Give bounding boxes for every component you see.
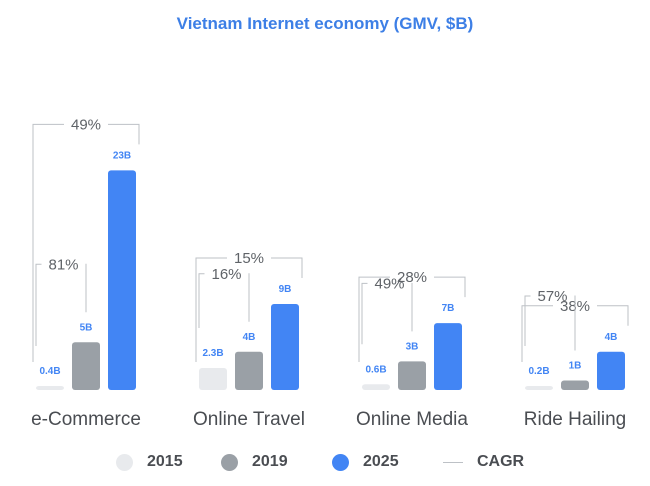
legend-label: 2015 — [147, 453, 183, 470]
bar-2019-1 — [235, 351, 263, 390]
cagr-bracket-inner — [248, 273, 250, 322]
bar-2015-1 — [199, 368, 227, 390]
cagr-bracket-outer — [358, 276, 390, 362]
value-label: 2.3B — [202, 348, 223, 359]
bar-2015-0 — [36, 386, 64, 390]
legend-label: 2019 — [252, 453, 288, 470]
cagr-bracket-outer — [434, 276, 466, 298]
value-label: 4B — [605, 332, 618, 343]
value-label: 0.6B — [365, 364, 386, 375]
cagr-bracket-outer — [521, 305, 553, 362]
value-label: 3B — [406, 341, 419, 352]
bar-2015-2 — [362, 384, 390, 390]
value-label: 5B — [80, 322, 93, 333]
value-label: 1B — [569, 360, 582, 371]
value-label: 7B — [442, 303, 455, 314]
cagr-label-2015-2019: 49% — [374, 275, 404, 292]
category-label: e-Commerce — [31, 409, 141, 430]
bar-2025-1 — [271, 304, 299, 390]
category-label: Ride Hailing — [524, 409, 626, 430]
cagr-bracket-outer — [108, 123, 140, 145]
bar-2019-3 — [561, 380, 589, 390]
value-label: 9B — [279, 284, 292, 295]
legend-swatch — [116, 453, 133, 471]
cagr-bracket-inner — [574, 295, 576, 351]
cagr-bracket-outer — [195, 257, 227, 362]
cagr-label-2015-2019: 81% — [48, 256, 78, 273]
legend-swatch — [332, 453, 349, 471]
cagr-bracket-inner — [524, 295, 531, 346]
legend-label: 2025 — [363, 453, 399, 470]
value-label: 0.2B — [528, 366, 549, 377]
cagr-label-2015-2025: 15% — [234, 250, 264, 267]
cagr-bracket-outer — [271, 257, 303, 279]
bar-2025-0 — [108, 170, 136, 390]
category-label: Online Travel — [193, 409, 305, 430]
bar-chart: 0.4B 5B 23B 49% 81% e-Commerce 2.3B 4B 9B 15%16% O… — [31, 116, 629, 430]
legend-item-2019: 2019 — [221, 449, 288, 475]
bar-2019-2 — [398, 361, 426, 390]
legend-item-2015: 2015 — [116, 449, 183, 475]
bar-2025-3 — [597, 351, 625, 390]
cagr-bracket-outer — [597, 305, 629, 326]
chart-title: Vietnam Internet economy (GMV, $B) — [176, 14, 474, 33]
legend: 2015 2019 2025 CAGR — [0, 449, 650, 475]
legend-item-cagr: CAGR — [443, 449, 524, 475]
cagr-label-2015-2025: 49% — [71, 116, 101, 133]
cagr-label-2015-2025: 28% — [397, 269, 427, 286]
cagr-bracket-inner — [35, 263, 42, 346]
legend-item-2025: 2025 — [332, 449, 399, 475]
cagr-bracket-outer — [32, 123, 64, 362]
cagr-label-2015-2019: 16% — [211, 266, 241, 283]
legend-swatch — [221, 453, 238, 471]
value-label: 4B — [243, 332, 256, 343]
legend-label: CAGR — [477, 453, 525, 470]
bar-2019-0 — [72, 342, 100, 390]
cagr-bracket-inner — [85, 263, 87, 313]
legend-line-swatch — [443, 461, 463, 463]
bar-2015-3 — [525, 386, 553, 390]
cagr-label-2015-2019: 57% — [537, 288, 567, 305]
bar-2025-2 — [434, 323, 462, 390]
category-label: Online Media — [356, 409, 468, 430]
cagr-bracket-inner — [361, 282, 368, 345]
cagr-bracket-inner — [411, 282, 413, 332]
value-label: 0.4B — [39, 366, 60, 377]
value-label: 23B — [113, 150, 131, 161]
cagr-bracket-inner — [198, 273, 205, 329]
